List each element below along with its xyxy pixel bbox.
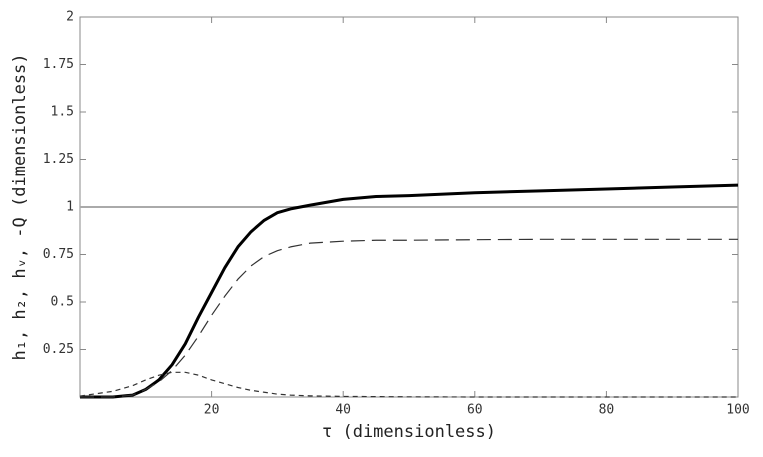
x-tick-label: 100: [726, 403, 749, 418]
x-tick-label: 20: [204, 403, 220, 418]
line-series: [80, 183, 739, 399]
y-tick-label: 0.5: [51, 295, 74, 310]
y-tick-label: 0.75: [43, 247, 74, 262]
x-tick-label: 40: [335, 403, 351, 418]
y-tick-label: 1.25: [43, 152, 74, 167]
y-axis-title: h₁, h₂, hᵥ, -Q (dimensionless): [10, 53, 30, 360]
x-tick-label: 60: [467, 403, 483, 418]
y-tick-label: 0.25: [43, 342, 74, 357]
line-series: [80, 238, 738, 398]
y-tick-label: 2: [66, 10, 74, 25]
y-tick-label: 1.5: [51, 105, 74, 120]
x-axis-title: τ (dimensionless): [322, 422, 496, 442]
y-tick-label: 1: [66, 200, 74, 215]
x-tick-label: 80: [599, 403, 615, 418]
y-tick-label: 1.75: [43, 57, 74, 72]
line-series: [79, 371, 738, 398]
